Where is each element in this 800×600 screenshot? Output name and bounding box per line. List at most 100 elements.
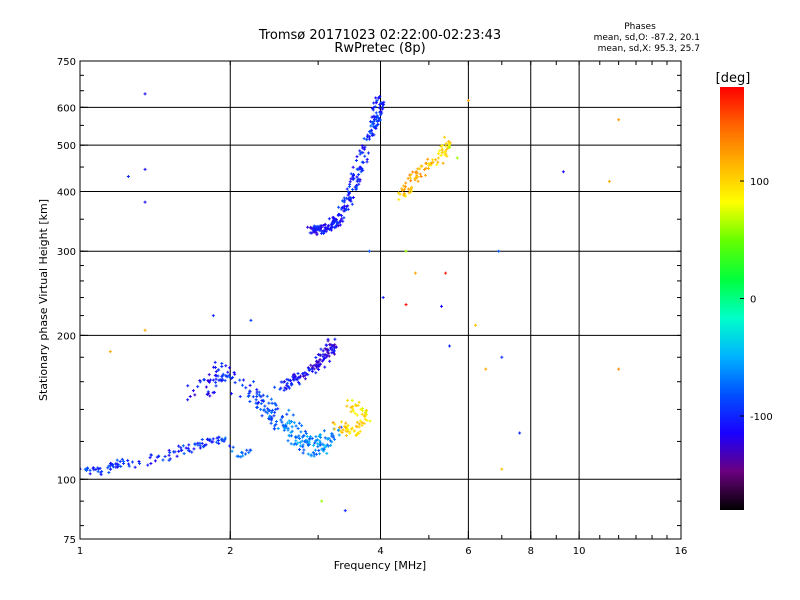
data-point [363,414,367,418]
data-point [500,467,504,471]
data-point [232,371,236,375]
data-point [282,388,286,392]
data-point [311,451,315,455]
data-point [168,451,172,455]
data-point [214,380,218,384]
data-point [379,109,383,113]
data-point [274,419,278,423]
data-point [215,440,219,444]
data-point [330,440,334,444]
data-point [325,451,329,455]
data-point [228,444,232,448]
data-point [367,249,371,253]
data-point [365,135,369,139]
data-point [217,441,221,445]
data-point [131,460,135,464]
data-point [404,303,408,307]
data-point [179,446,183,450]
data-point [374,96,378,100]
phase-stats-heading: Phases [624,22,656,32]
data-point [220,375,224,379]
data-point [371,122,375,126]
data-point [247,391,251,395]
data-point [157,454,161,458]
data-point [230,376,234,380]
data-point [617,118,621,122]
data-point [423,173,427,177]
data-point [315,359,319,363]
data-point [473,323,477,327]
data-point [312,225,316,229]
data-point [355,175,359,179]
data-point [352,173,356,177]
data-point [310,365,314,369]
data-point [351,195,355,199]
data-point [370,120,374,124]
data-point [270,401,274,405]
data-point [180,448,184,452]
data-point [356,167,360,171]
data-point [80,467,82,471]
data-point [341,428,345,432]
data-point [290,382,294,386]
data-point [143,167,147,171]
data-point [353,411,357,415]
chart-subtitle: RwPretec (8p) [334,41,426,56]
data-point [398,192,402,196]
data-point [207,373,211,377]
data-point [229,392,233,396]
data-point [273,401,277,405]
data-point [345,398,349,402]
data-point [314,356,318,360]
data-point [317,364,321,368]
data-point [96,470,100,474]
data-point [221,372,225,376]
data-point [323,365,327,369]
data-point [318,358,322,362]
data-point [344,208,348,212]
data-point [295,378,299,382]
data-point [345,187,349,191]
grid [80,61,681,539]
data-point [302,448,306,452]
data-point [340,199,344,203]
data-point [294,424,298,428]
data-point [331,348,335,352]
data-point [313,441,317,445]
data-point [107,470,111,474]
data-point [347,197,351,201]
data-point [426,157,430,161]
data-point [114,462,118,466]
data-point [278,387,282,391]
data-point [303,374,307,378]
data-point [143,328,147,332]
data-point [258,393,262,397]
data-point [325,347,329,351]
data-point [323,226,327,230]
data-point [358,152,362,156]
data-point [299,374,303,378]
data-point [271,408,275,412]
data-point [561,170,565,174]
data-point [286,384,290,388]
data-point [186,384,190,388]
data-point [276,427,280,431]
data-point [289,442,293,446]
data-point [143,200,147,204]
data-point [99,473,103,477]
data-point [287,386,291,390]
data-point [298,436,302,440]
colorbar-tick-label: 100 [750,177,769,188]
data-point [196,385,200,389]
data-point [108,350,112,354]
data-point [320,499,324,503]
data-point [359,151,363,155]
data-point [372,101,376,105]
colorbar-label: [deg] [716,71,751,86]
data-point [362,137,366,141]
data-point [305,435,309,439]
data-point [245,448,249,452]
data-point [322,429,326,433]
data-point [435,163,439,167]
